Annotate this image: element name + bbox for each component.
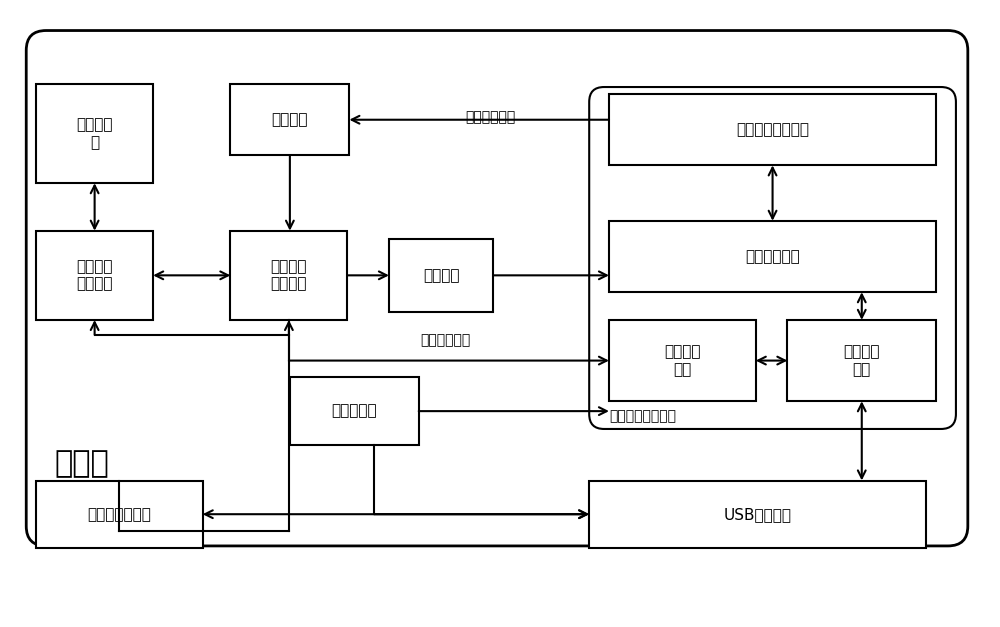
Bar: [290, 377, 419, 445]
Text: 便携式控制终端: 便携式控制终端: [87, 507, 151, 522]
Bar: [389, 239, 493, 312]
Text: 发射接收
切换电路: 发射接收 切换电路: [271, 259, 307, 292]
Text: 接收电路: 接收电路: [423, 268, 459, 283]
Text: 发射电路: 发射电路: [272, 112, 308, 127]
Text: 接收控制总线: 接收控制总线: [420, 333, 471, 347]
Bar: [36, 480, 203, 548]
FancyBboxPatch shape: [589, 87, 956, 429]
Bar: [787, 320, 936, 401]
Bar: [36, 231, 153, 320]
Bar: [230, 231, 347, 320]
Text: 低电源模块: 低电源模块: [331, 404, 377, 419]
Text: 数据处理模块: 数据处理模块: [745, 249, 800, 264]
Text: 数字控制处理芯片: 数字控制处理芯片: [609, 409, 676, 423]
Bar: [609, 320, 756, 401]
Text: 接口控制
模块: 接口控制 模块: [844, 344, 880, 377]
FancyBboxPatch shape: [26, 31, 968, 546]
Text: 发射控制总线: 发射控制总线: [465, 110, 515, 124]
Bar: [230, 84, 349, 155]
Text: 超声换能
器: 超声换能 器: [76, 117, 113, 150]
Bar: [609, 221, 936, 292]
Text: 接收控制
模块: 接收控制 模块: [664, 344, 701, 377]
Text: 发射波束控制模块: 发射波束控制模块: [736, 122, 809, 137]
Bar: [589, 480, 926, 548]
Bar: [609, 94, 936, 166]
Text: 超声仪: 超声仪: [54, 449, 109, 478]
Text: USB接口电路: USB接口电路: [724, 507, 792, 522]
Bar: [36, 84, 153, 183]
Text: 发射接收
复用电路: 发射接收 复用电路: [76, 259, 113, 292]
